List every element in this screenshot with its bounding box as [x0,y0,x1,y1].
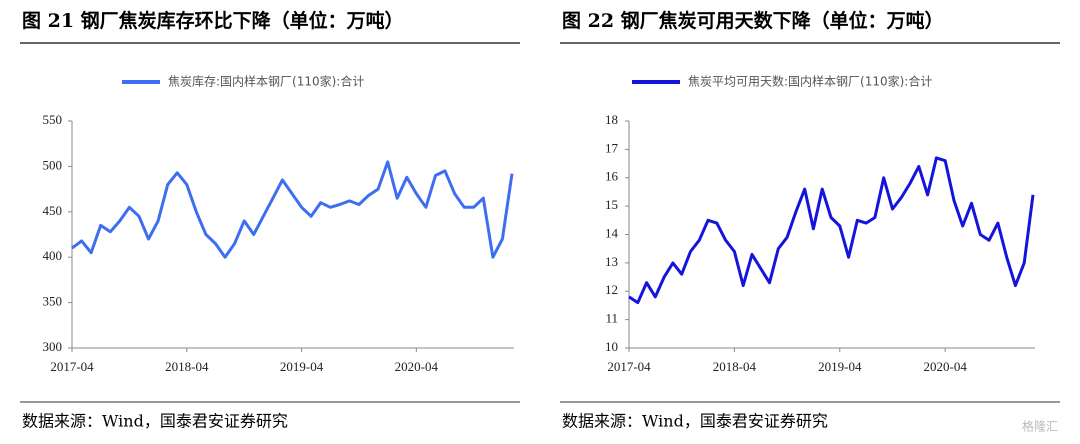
x-tick-label: 2018-04 [713,359,757,374]
source-note: 数据来源：Wind，国泰君安证券研究 [562,412,828,431]
y-tick-label: 300 [43,339,63,354]
x-tick-label: 2018-04 [165,359,209,374]
watermark: 格隆汇 [1022,419,1058,434]
data-line [71,160,514,259]
y-tick-label: 16 [605,169,619,184]
y-tick-label: 500 [43,157,63,172]
y-tick-label: 400 [43,248,63,263]
y-tick-label: 18 [605,112,618,127]
y-tick-label: 450 [43,203,63,218]
chart-title: 图 21 钢厂焦炭库存环比下降（单位：万吨） [22,9,404,32]
y-tick-label: 14 [605,225,619,240]
source-note: 数据来源：Wind，国泰君安证券研究 [22,412,288,431]
y-tick-label: 17 [605,140,619,155]
y-tick-label: 550 [43,112,63,127]
data-line [628,156,1035,305]
y-tick-label: 350 [43,294,63,309]
chart-title: 图 22 钢厂焦炭可用天数下降（单位：万吨） [562,9,944,32]
x-tick-label: 2019-04 [818,359,862,374]
legend-label: 焦炭库存:国内样本钢厂(110家):合计 [168,74,364,89]
y-tick-label: 15 [605,197,618,212]
x-tick-label: 2019-04 [280,359,324,374]
x-tick-label: 2020-04 [924,359,968,374]
y-tick-label: 13 [605,254,618,269]
x-tick-label: 2020-04 [395,359,439,374]
y-tick-label: 12 [605,282,618,297]
y-tick-label: 11 [605,311,618,326]
x-tick-label: 2017-04 [50,359,94,374]
legend-label: 焦炭平均可用天数:国内样本钢厂(110家):合计 [688,74,932,89]
y-tick-label: 10 [605,339,618,354]
x-tick-label: 2017-04 [607,359,651,374]
